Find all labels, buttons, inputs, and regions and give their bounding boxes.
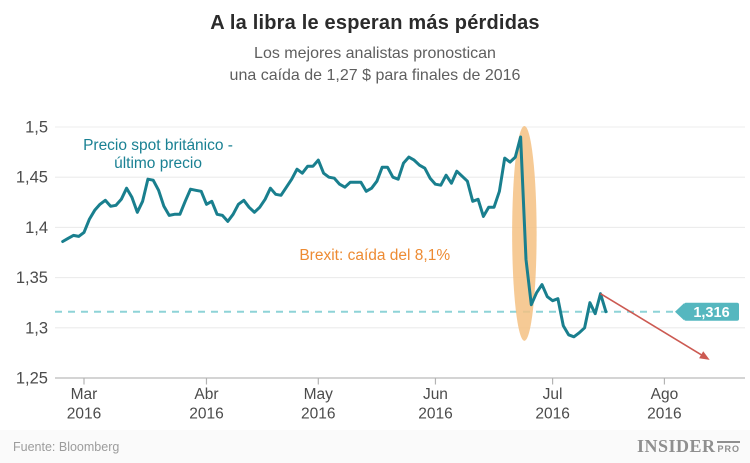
footer: Fuente: Bloomberg INSIDER PRO (0, 430, 750, 463)
last-price-tag-notch (675, 303, 684, 321)
x-axis-tick-label-year: 2016 (535, 406, 569, 423)
chart-subtitle-line1: Los mejores analistas pronostican (254, 45, 496, 62)
x-axis-tick-label-month: May (304, 386, 334, 403)
x-axis-tick-label-year: 2016 (67, 406, 101, 423)
forecast-arrow-line (600, 292, 706, 359)
last-price-tag-label: 1,316 (693, 305, 729, 321)
x-axis-tick-label-month: Ago (651, 386, 679, 403)
x-axis-tick-label-year: 2016 (301, 406, 335, 423)
x-axis-tick-label-year: 2016 (647, 406, 681, 423)
x-axis-tick-label-month: Jun (423, 386, 448, 403)
forecast-arrow-head (699, 351, 710, 360)
x-axis-tick-label-year: 2016 (189, 406, 223, 423)
y-axis-tick-label: 1,3 (25, 319, 48, 337)
series-label-line1: Precio spot británico - (83, 137, 233, 154)
chart-subtitle: Los mejores analistas pronostican una ca… (0, 43, 750, 87)
last-price-tag (684, 302, 739, 321)
y-axis-tick-label: 1,45 (16, 169, 48, 187)
series-label-line2: último precio (114, 155, 202, 172)
chart-subtitle-line2: una caída de 1,27 $ para finales de 2016 (229, 67, 521, 84)
y-axis-tick-label: 1,5 (25, 119, 48, 137)
x-axis-tick-label-month: Jul (543, 386, 563, 403)
y-axis-tick-label: 1,25 (16, 370, 48, 388)
y-axis-tick-label: 1,35 (16, 269, 48, 287)
price-line-series (61, 135, 608, 339)
page-title: A la libra le esperan más pérdidas (210, 12, 540, 34)
brand-suffix: PRO (717, 441, 740, 454)
x-axis-tick-label-month: Abr (194, 386, 218, 403)
x-axis-tick-label-year: 2016 (418, 406, 452, 423)
x-axis-tick-label-month: Mar (71, 386, 98, 403)
y-axis-tick-label: 1,4 (25, 219, 48, 237)
brand-name: INSIDER (636, 436, 716, 456)
insiderpro-logo: INSIDER PRO (637, 436, 740, 457)
brexit-annotation-label: Brexit: caída del 8,1% (299, 247, 450, 264)
chart-header: A la libra le esperan más pérdidas Los m… (0, 0, 750, 87)
source-credit: Fuente: Bloomberg (13, 439, 120, 454)
